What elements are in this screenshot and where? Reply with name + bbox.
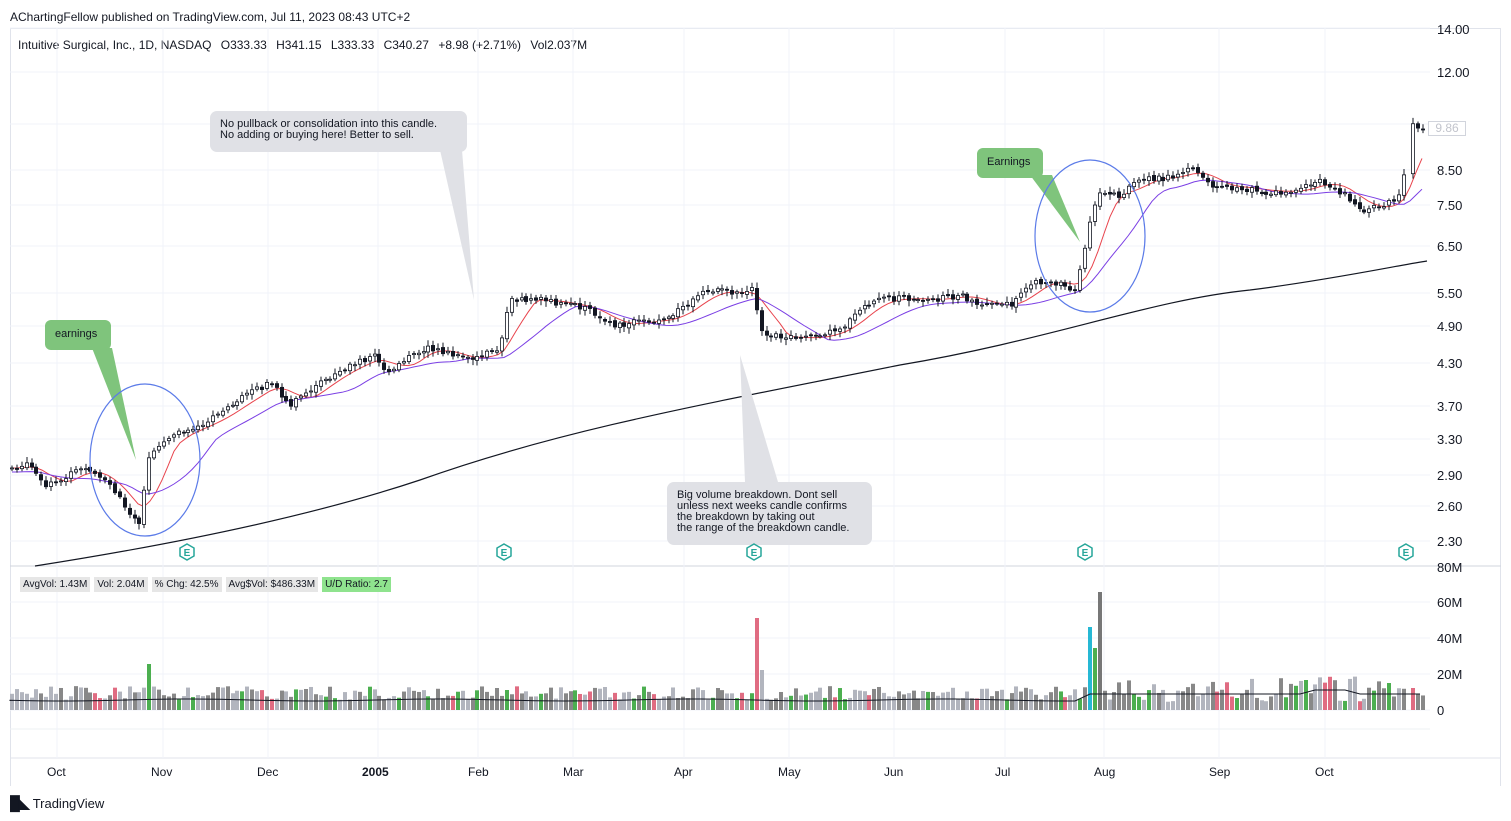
price-tick: 7.50: [1437, 198, 1463, 213]
tradingview-logo-icon: █◣: [10, 795, 30, 811]
price-tick: 2.90: [1437, 468, 1463, 483]
symbol-open: O333.33: [220, 38, 267, 52]
time-tick: Jul: [995, 765, 1011, 779]
annotation-big-volume[interactable]: Big volume breakdown. Dont sell unless n…: [667, 482, 872, 545]
time-tick: Feb: [468, 765, 489, 779]
highlight-circle-nov: [89, 383, 201, 537]
stat-avgvol: AvgVol: 1.43M: [20, 577, 91, 592]
earnings-pointer-upper: [1030, 175, 1080, 242]
volume-stats-bar: AvgVol: 1.43M Vol: 2.04M % Chg: 42.5% Av…: [20, 577, 391, 592]
annotation-earnings-upper[interactable]: Earnings: [977, 148, 1043, 178]
symbol-close: C340.27: [383, 38, 429, 52]
price-tick: 14.00: [1437, 22, 1470, 37]
stat-avg-dollar-vol: Avg$Vol: $486.33M: [225, 577, 319, 592]
annotation-earnings-lower[interactable]: earnings: [45, 320, 111, 350]
price-tick: 3.70: [1437, 399, 1463, 414]
earnings-marker-label: E: [501, 548, 508, 559]
time-tick: Oct: [1315, 765, 1334, 779]
symbol-change: +8.98 (+2.71%): [438, 38, 522, 52]
price-tick: 5.50: [1437, 286, 1463, 301]
earnings-marker-label: E: [1403, 548, 1410, 559]
time-tick: Apr: [674, 765, 693, 779]
time-tick: Jun: [884, 765, 904, 779]
publisher-line: AChartingFellow published on TradingView…: [10, 10, 411, 24]
volume-bars: [9, 592, 1425, 710]
earnings-pointer-lower: [92, 348, 136, 460]
time-tick: Oct: [47, 765, 66, 779]
stat-pct-chg: % Chg: 42.5%: [151, 577, 222, 592]
price-tick: 12.00: [1437, 65, 1470, 80]
earnings-marker-label: E: [184, 548, 191, 559]
last-price-tag: 9.86: [1428, 121, 1466, 136]
volume-tick: 60M: [1437, 595, 1463, 610]
volume-tick: 40M: [1437, 631, 1463, 646]
earnings-marker-icon[interactable]: E: [1397, 543, 1415, 561]
callout-pointer-top: [440, 150, 474, 300]
time-tick: Sep: [1209, 765, 1231, 779]
tradingview-logo[interactable]: █◣ TradingView: [10, 795, 104, 812]
candles: [9, 117, 1426, 530]
annotation-no-pullback[interactable]: No pullback or consolidation into this c…: [210, 111, 467, 152]
brand-name: TradingView: [32, 796, 105, 811]
volume-tick: 0: [1437, 703, 1445, 718]
earnings-marker-icon[interactable]: E: [495, 543, 513, 561]
earnings-marker-icon[interactable]: E: [178, 543, 196, 561]
price-tick: 4.90: [1437, 319, 1463, 334]
price-tick: 2.60: [1437, 499, 1463, 514]
price-tick: 2.30: [1437, 534, 1463, 549]
stat-ud-ratio: U/D Ratio: 2.7: [322, 577, 391, 592]
moving-averages: [11, 158, 1428, 567]
symbol-high: H341.15: [276, 38, 322, 52]
highlight-circle-aug: [1034, 159, 1146, 313]
earnings-marker-icon[interactable]: E: [1076, 543, 1094, 561]
price-tick: 6.50: [1437, 239, 1463, 254]
volume-tick: 80M: [1437, 560, 1463, 575]
time-tick-year: 2005: [362, 765, 389, 779]
price-tick: 3.30: [1437, 432, 1463, 447]
callout-pointer-bottom: [740, 355, 778, 482]
price-tick: 4.30: [1437, 356, 1463, 371]
earnings-marker-label: E: [751, 548, 758, 559]
stat-vol: Vol: 2.04M: [94, 577, 148, 592]
time-tick: Mar: [563, 765, 584, 779]
earnings-marker-icon[interactable]: E: [745, 543, 763, 561]
price-tick: 8.50: [1437, 163, 1463, 178]
time-tick: Aug: [1094, 765, 1116, 779]
time-tick: Nov: [151, 765, 173, 779]
volume-tick: 20M: [1437, 667, 1463, 682]
time-tick: Dec: [257, 765, 279, 779]
time-tick: May: [778, 765, 801, 779]
grid: [10, 27, 1430, 758]
earnings-marker-label: E: [1082, 548, 1089, 559]
symbol-low: L333.33: [330, 38, 375, 52]
